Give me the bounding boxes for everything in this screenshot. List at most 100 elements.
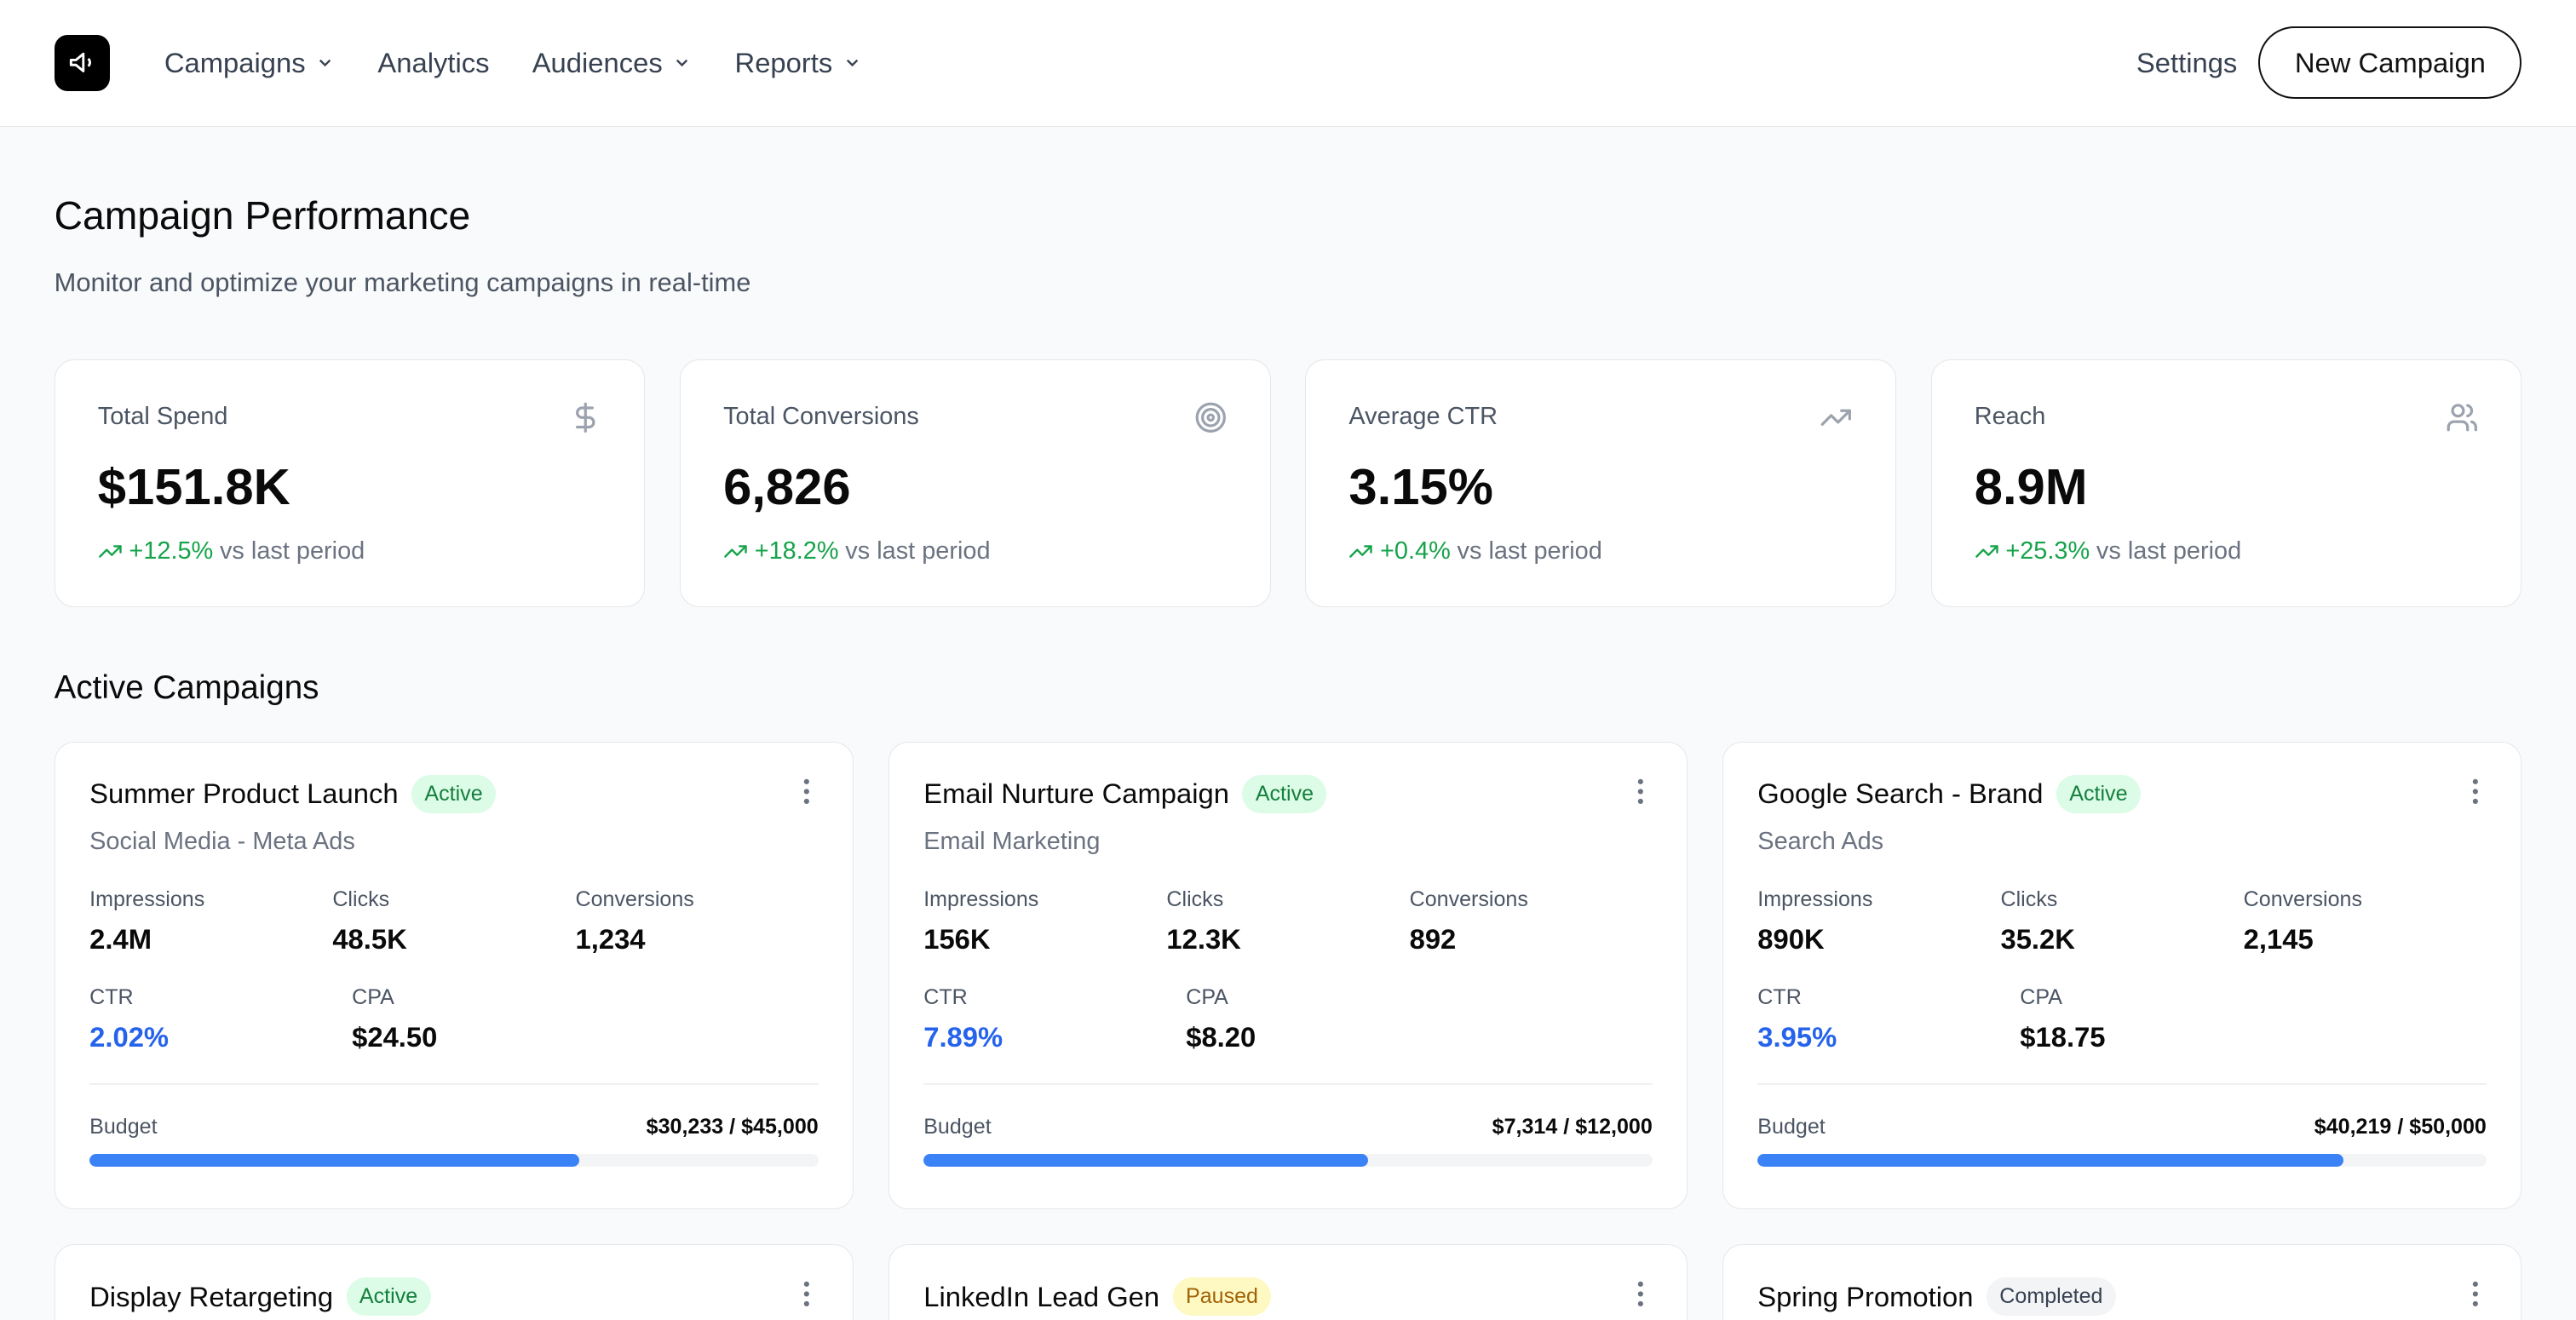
campaign-card[interactable]: Google Search - Brand Active Search Ads I…: [1722, 741, 2522, 1210]
ctr-value: 3.95%: [1757, 1021, 1837, 1053]
metric-label: CTR: [89, 984, 134, 1009]
stats-row: Total Spend $151.8K +12.5% vs last perio…: [54, 359, 2522, 607]
more-vertical-icon: [1638, 1282, 1644, 1307]
trending-up-icon: [1820, 409, 1852, 426]
main-menu: Campaigns Analytics Audiences Reports: [164, 47, 862, 79]
more-options-button[interactable]: [2472, 1281, 2479, 1314]
budget-progress-bar: [89, 1154, 819, 1168]
campaign-channel: Search Ads: [1757, 827, 1884, 855]
budget-progress-bar: [923, 1154, 1653, 1168]
stat-label: Average CTR: [1348, 402, 1498, 430]
nav-item-audiences[interactable]: Audiences: [532, 47, 693, 79]
stat-card: Total Spend $151.8K +12.5% vs last perio…: [54, 359, 646, 607]
nav-item-label: Audiences: [532, 46, 663, 78]
nav-item-campaigns[interactable]: Campaigns: [164, 47, 335, 79]
campaign-card[interactable]: Email Nurture Campaign Active Email Marke…: [888, 741, 1688, 1210]
impressions-value: 156K: [923, 923, 991, 956]
impressions-value: 2.4M: [89, 923, 152, 956]
campaign-card[interactable]: LinkedIn Lead Gen Paused: [888, 1243, 1688, 1320]
nav-item-analytics[interactable]: Analytics: [377, 47, 489, 79]
stat-change-suffix: vs last period: [845, 537, 991, 565]
campaign-name: LinkedIn Lead Gen: [923, 1280, 1160, 1312]
chevron-down-icon: [846, 59, 859, 67]
budget-value: $40,219 / $50,000: [2314, 1114, 2487, 1139]
section-title: Active Campaigns: [54, 669, 319, 707]
more-vertical-icon: [1638, 778, 1644, 805]
more-vertical-icon: [804, 778, 810, 805]
users-icon: [2447, 404, 2477, 432]
stat-label: Total Conversions: [723, 402, 919, 430]
logo[interactable]: [54, 34, 111, 91]
stat-change-suffix: vs last period: [1457, 537, 1602, 565]
trending-up-icon: [98, 544, 122, 558]
campaign-name: Summer Product Launch: [89, 778, 399, 810]
stat-value: 8.9M: [1974, 457, 2088, 515]
conversions-value: 892: [1409, 923, 1457, 956]
more-options-button[interactable]: [803, 1281, 810, 1314]
top-nav: Campaigns Analytics Audiences Reports Setti…: [0, 0, 2576, 127]
budget-progress-fill: [89, 1154, 580, 1168]
nav-item-label: Reports: [734, 46, 833, 78]
stat-change: +12.5%: [129, 537, 214, 565]
campaign-card[interactable]: Summer Product Launch Active Social Media…: [54, 741, 854, 1210]
metric-label: Conversions: [2243, 887, 2362, 911]
more-options-button[interactable]: [1637, 778, 1644, 812]
stat-value: 6,826: [723, 457, 851, 515]
campaign-name: Spring Promotion: [1757, 1280, 1974, 1312]
status-badge: Active: [1242, 775, 1327, 813]
status-badge: Paused: [1172, 1277, 1272, 1316]
campaign-name: Email Nurture Campaign: [923, 778, 1229, 810]
budget-progress-fill: [1757, 1154, 2344, 1168]
nav-item-reports[interactable]: Reports: [735, 47, 862, 79]
divider: [89, 1083, 819, 1085]
more-vertical-icon: [804, 1282, 810, 1307]
metric-label: Conversions: [1409, 887, 1528, 911]
status-badge: Active: [346, 1277, 431, 1316]
budget-value: $30,233 / $45,000: [646, 1114, 819, 1139]
more-options-button[interactable]: [803, 778, 810, 812]
cpa-value: $18.75: [2020, 1021, 2106, 1053]
target-icon: [1195, 402, 1227, 433]
stat-value: $151.8K: [97, 457, 290, 515]
budget-progress-fill: [923, 1154, 1369, 1168]
chevron-down-icon: [676, 59, 688, 67]
trending-up-icon: [1975, 544, 1998, 558]
metric-label: CTR: [923, 984, 968, 1009]
campaign-name: Google Search - Brand: [1757, 778, 2044, 810]
page-title: Campaign Performance: [54, 192, 471, 238]
trending-up-icon: [1349, 544, 1373, 558]
clicks-value: 48.5K: [332, 923, 407, 956]
nav-item-label: Campaigns: [164, 46, 306, 78]
more-vertical-icon: [2472, 1282, 2478, 1307]
status-badge: Completed: [1986, 1277, 2116, 1316]
metric-label: Clicks: [1166, 887, 1224, 911]
stat-label: Total Spend: [97, 402, 228, 430]
metric-label: CPA: [352, 984, 394, 1009]
conversions-value: 2,145: [2243, 923, 2314, 956]
metric-label: Impressions: [1757, 887, 1873, 911]
megaphone-icon: [69, 53, 91, 73]
campaign-channel: Email Marketing: [923, 827, 1101, 855]
page-subtitle: Monitor and optimize your marketing camp…: [54, 267, 751, 298]
campaign-name: Display Retargeting: [89, 1280, 334, 1312]
metric-label: Conversions: [575, 887, 694, 911]
more-vertical-icon: [2472, 778, 2478, 805]
settings-link[interactable]: Settings: [2136, 46, 2238, 78]
stat-change: +25.3%: [2005, 537, 2090, 565]
campaign-channel: Social Media - Meta Ads: [89, 827, 355, 855]
stat-change-suffix: vs last period: [219, 537, 365, 565]
budget-label: Budget: [923, 1114, 992, 1139]
metric-label: CTR: [1757, 984, 1802, 1009]
more-options-button[interactable]: [1637, 1281, 1644, 1314]
budget-progress-bar: [1757, 1154, 2487, 1168]
chevron-down-icon: [319, 59, 331, 67]
metric-label: Impressions: [923, 887, 1039, 911]
more-options-button[interactable]: [2472, 778, 2479, 812]
metric-label: Clicks: [2000, 887, 2058, 911]
new-campaign-button[interactable]: New Campaign: [2258, 26, 2522, 100]
campaign-card[interactable]: Spring Promotion Completed: [1722, 1243, 2522, 1320]
ctr-value: 2.02%: [89, 1021, 170, 1053]
campaign-card[interactable]: Display Retargeting Active: [54, 1243, 854, 1320]
ctr-value: 7.89%: [923, 1021, 1003, 1053]
stat-change: +0.4%: [1380, 537, 1451, 565]
